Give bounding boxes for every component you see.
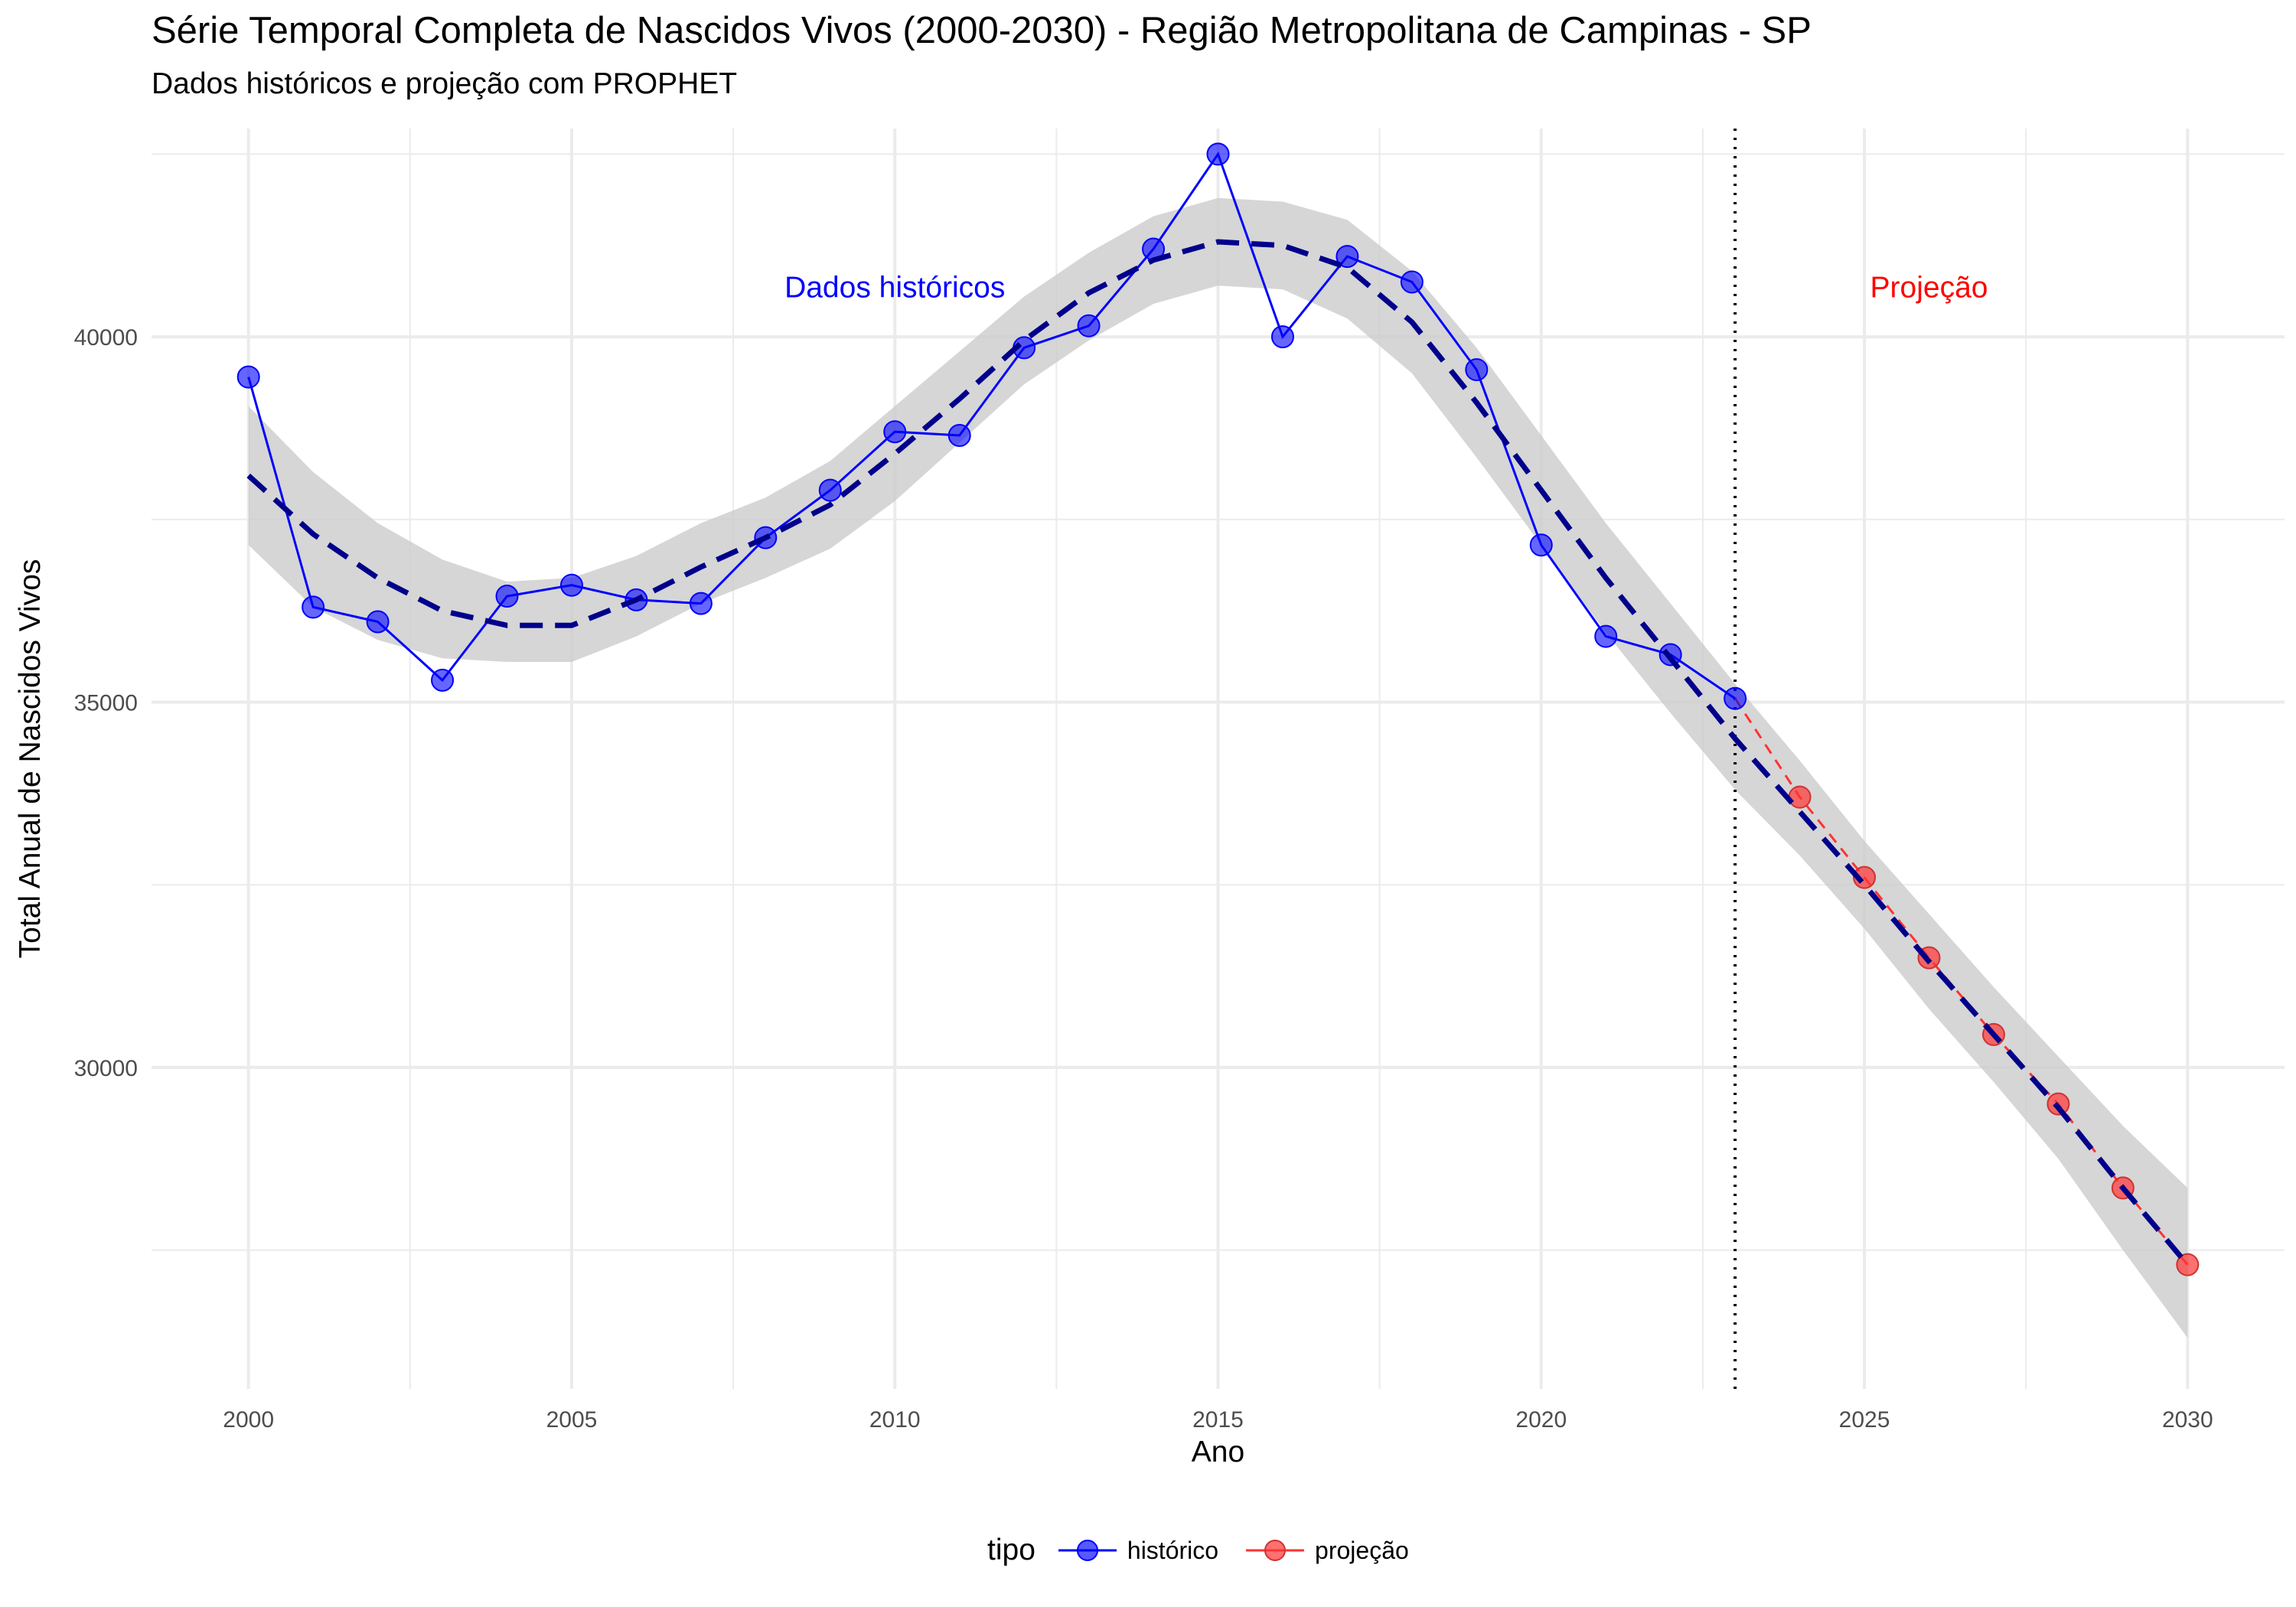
y-axis-title: Total Anual de Nascidos Vivos bbox=[14, 559, 47, 959]
x-tick-label: 2000 bbox=[223, 1407, 274, 1433]
annotation-projecao: Projeção bbox=[1870, 272, 1988, 305]
data-point-historico bbox=[1077, 314, 1101, 337]
x-tick-label: 2020 bbox=[1515, 1407, 1567, 1433]
x-axis-title: Ano bbox=[1192, 1436, 1244, 1468]
data-point-historico bbox=[1594, 624, 1618, 648]
data-point-historico bbox=[1529, 533, 1553, 557]
legend-key-projecao bbox=[1246, 1540, 1305, 1561]
data-point-historico bbox=[1206, 142, 1230, 166]
data-point-historico bbox=[1465, 358, 1489, 382]
x-tick-label: 2010 bbox=[869, 1407, 921, 1433]
legend-label-historico: histórico bbox=[1127, 1536, 1219, 1564]
x-tick-label: 2005 bbox=[546, 1407, 598, 1433]
legend: tipo histórico projeção bbox=[987, 1527, 1435, 1573]
data-point-historico bbox=[1400, 270, 1424, 294]
data-point-projecao bbox=[2176, 1253, 2200, 1276]
data-point-historico bbox=[1336, 245, 1359, 269]
annotation-historico: Dados históricos bbox=[784, 272, 1005, 305]
data-point-historico bbox=[302, 595, 325, 619]
data-point-historico bbox=[1270, 325, 1294, 349]
legend-item-projecao: projeção bbox=[1244, 1535, 1409, 1566]
confidence-ribbon bbox=[248, 197, 2188, 1338]
x-tick-label: 2025 bbox=[1839, 1407, 1890, 1433]
data-point-historico bbox=[236, 365, 260, 389]
x-tick-label: 2015 bbox=[1192, 1407, 1244, 1433]
y-tick-label: 40000 bbox=[74, 325, 138, 350]
data-point-historico bbox=[495, 585, 519, 608]
data-point-historico bbox=[947, 424, 971, 448]
data-point-historico bbox=[559, 573, 583, 597]
legend-label-projecao: projeção bbox=[1315, 1536, 1409, 1564]
data-point-historico bbox=[1724, 686, 1747, 710]
data-point-projecao bbox=[1853, 865, 1877, 889]
legend-item-historico: histórico bbox=[1057, 1535, 1218, 1566]
y-tick-label: 35000 bbox=[74, 691, 138, 716]
chart-subtitle: Dados históricos e projeção com PROPHET bbox=[152, 67, 738, 100]
series-line-historico bbox=[247, 152, 1736, 699]
legend-key-historico bbox=[1058, 1540, 1117, 1561]
y-tick-label: 30000 bbox=[74, 1056, 138, 1081]
data-point-projecao bbox=[1788, 785, 1812, 809]
data-point-historico bbox=[689, 592, 713, 615]
chart-title: Série Temporal Completa de Nascidos Vivo… bbox=[152, 10, 1812, 51]
data-point-historico bbox=[366, 610, 390, 634]
trend-line bbox=[246, 239, 2190, 1266]
data-point-historico bbox=[883, 420, 907, 444]
x-tick-label: 2030 bbox=[2162, 1407, 2213, 1433]
data-point-historico bbox=[818, 478, 842, 502]
legend-title: tipo bbox=[987, 1534, 1035, 1566]
data-point-historico bbox=[431, 668, 455, 692]
